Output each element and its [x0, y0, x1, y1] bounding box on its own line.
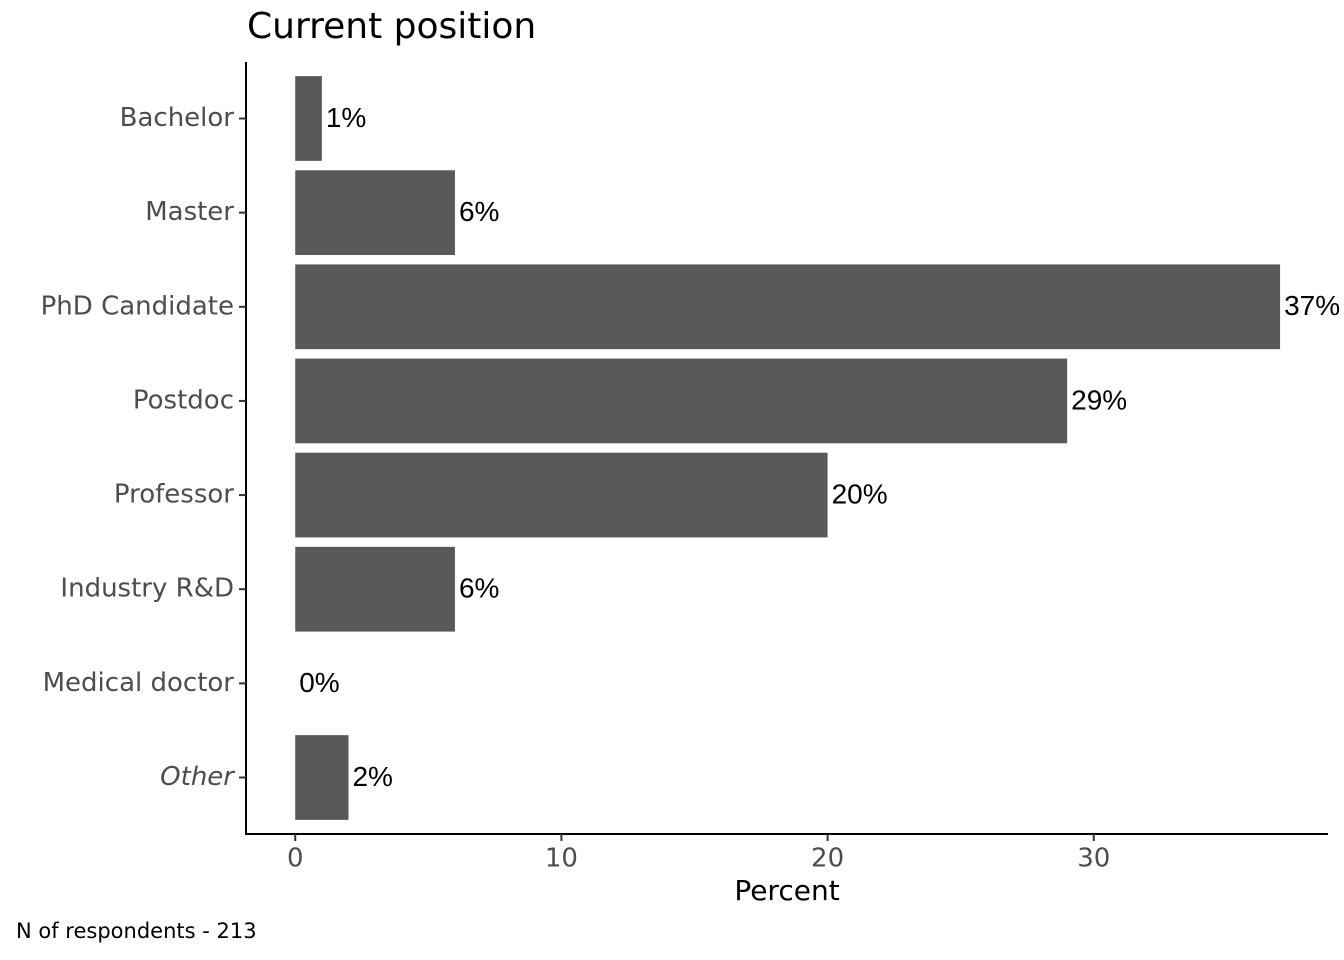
x-tick-label: 10 — [545, 844, 578, 874]
bar — [295, 735, 349, 820]
chart-title: Current position — [247, 6, 536, 47]
y-tick-label: Other — [160, 762, 236, 792]
x-tick-label: 30 — [1077, 844, 1110, 874]
x-tick-label: 20 — [811, 844, 844, 874]
caption: N of respondents - 213 — [16, 919, 257, 943]
value-label: 6% — [459, 573, 499, 604]
bar — [295, 546, 455, 632]
value-label: 20% — [832, 478, 888, 509]
value-label: 1% — [326, 102, 366, 133]
y-tick-label: Master — [145, 197, 234, 227]
y-tick-label: Bachelor — [120, 103, 235, 133]
y-tick-label: PhD Candidate — [41, 291, 234, 321]
bar — [295, 358, 1068, 444]
y-tick-label: Professor — [114, 480, 234, 510]
x-tick-label: 0 — [287, 844, 304, 874]
value-label: 2% — [352, 761, 392, 792]
y-tick-label: Medical doctor — [43, 668, 235, 698]
y-tick-label: Industry R&D — [60, 574, 234, 604]
bar — [295, 452, 828, 538]
value-label: 0% — [299, 667, 339, 698]
y-tick-label: Postdoc — [133, 385, 234, 415]
bar — [295, 170, 455, 255]
bar — [295, 76, 322, 161]
value-label: 29% — [1071, 384, 1127, 415]
value-label: 6% — [459, 196, 499, 227]
bar — [295, 264, 1281, 350]
x-axis-label: Percent — [734, 874, 839, 907]
value-label: 37% — [1284, 290, 1340, 321]
